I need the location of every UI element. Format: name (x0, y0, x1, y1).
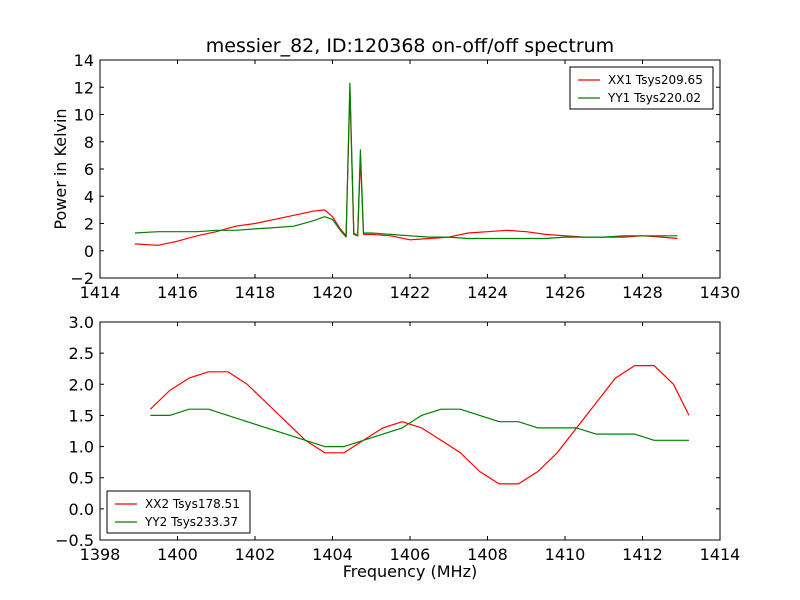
y-tick-label: 14 (74, 51, 94, 70)
legend-label: XX2 Tsys178.51 (145, 497, 240, 511)
y-tick-label: 2.5 (69, 344, 94, 363)
y-axis-label: Power in Kelvin (51, 108, 70, 229)
y-tick-label: 12 (74, 78, 94, 97)
x-tick-label: 1402 (235, 545, 276, 564)
top-spectrum-panel: 1414 1416 1418 1420 1422 1424 1426 1428 1430 −2 0 2… (51, 35, 740, 302)
x-tick-label: 1424 (467, 283, 508, 302)
y-tick-label: 0.0 (69, 500, 94, 519)
y-tick-label: 1.5 (69, 406, 94, 425)
y-tick-label: 3.0 (69, 313, 94, 332)
y-tick-label: 10 (74, 106, 94, 125)
y-tick-label: 0 (84, 242, 94, 261)
legend-label: YY1 Tsys220.02 (607, 91, 701, 105)
x-tick-label: 1410 (545, 545, 586, 564)
y-tick-label: 6 (84, 160, 94, 179)
x-tick-label: 1418 (235, 283, 276, 302)
x-tick-label: 1398 (80, 545, 121, 564)
x-tick-label: 1420 (312, 283, 353, 302)
y-tick-label: −2 (70, 269, 94, 288)
x-tick-label: 1428 (622, 283, 663, 302)
y-tick-label: −0.5 (55, 531, 94, 550)
bottom-spectrum-panel: 1398 1400 1402 1404 1406 1408 1410 1412 1414 −0.5… (55, 313, 740, 581)
y-tick-label: 4 (84, 187, 94, 206)
legend-box (106, 490, 251, 534)
y-tick-label: 2.0 (69, 375, 94, 394)
series-line-yy (134, 82, 678, 240)
legend-label: YY2 Tsys233.37 (144, 515, 238, 529)
y-tick-label: 1.0 (69, 438, 94, 457)
x-tick-label: 1422 (390, 283, 431, 302)
legend: XX2 Tsys178.51 YY2 Tsys233.37 (106, 490, 251, 534)
y-tick-label: 2 (84, 215, 94, 234)
x-tick-label: 1400 (157, 545, 198, 564)
series-line-xx (149, 365, 690, 485)
x-tick-label: 1408 (467, 545, 508, 564)
x-tick-label: 1426 (545, 283, 586, 302)
x-tick-label: 1412 (622, 545, 663, 564)
legend: XX1 Tsys209.65 YY1 Tsys220.02 (569, 66, 714, 110)
x-tick-label: 1430 (700, 283, 741, 302)
legend-label: XX1 Tsys209.65 (608, 73, 703, 87)
x-tick-label: 1404 (312, 545, 353, 564)
x-axis-label: Frequency (MHz) (343, 562, 477, 581)
x-tick-label: 1414 (700, 545, 741, 564)
series-line-yy (150, 408, 689, 448)
legend-box (569, 66, 714, 110)
x-tick-label: 1406 (390, 545, 431, 564)
x-tick-label: 1414 (80, 283, 121, 302)
y-tick-label: 8 (84, 133, 94, 152)
chart-title: messier_82, ID:120368 on-off/off spectru… (206, 35, 614, 57)
y-tick-label: 0.5 (69, 469, 94, 488)
x-tick-label: 1416 (157, 283, 198, 302)
